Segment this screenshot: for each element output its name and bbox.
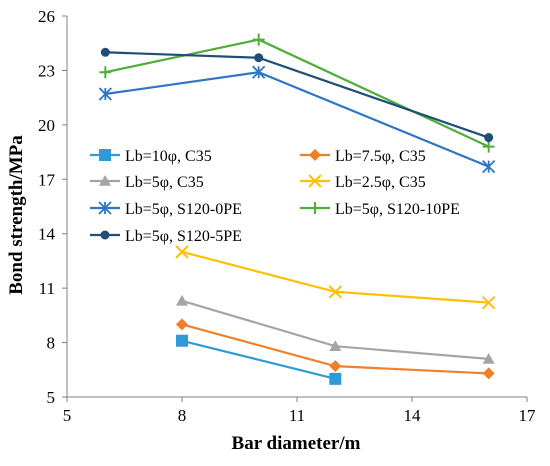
data-point (482, 140, 495, 153)
y-tick-label: 20 (38, 116, 55, 135)
data-point (175, 245, 189, 259)
legend-label: Lb=7.5φ, C35 (335, 148, 426, 165)
data-point (176, 294, 188, 306)
series-line (181, 250, 489, 304)
series-2 (176, 318, 495, 380)
y-tick-label: 23 (38, 61, 55, 80)
series-3 (176, 294, 495, 364)
y-tick-label: 26 (38, 7, 55, 26)
data-point (254, 53, 264, 63)
data-point (329, 372, 342, 385)
series-layer (98, 33, 496, 385)
legend-marker (308, 174, 322, 188)
legend-marker (98, 201, 112, 215)
y-tick-label: 17 (38, 170, 56, 189)
legend-entry-1: Lb=10φ, C35 (90, 148, 212, 165)
legend-label: Lb=10φ, C35 (125, 148, 212, 165)
data-point (481, 295, 496, 310)
legend-marker (99, 175, 111, 186)
legend-entry-7: Lb=5φ, S120-5PE (90, 228, 242, 245)
y-axis-title: Bond strength/MPa (6, 135, 27, 295)
legend: Lb=10φ, C35 Lb=7.5φ, C35 Lb=5φ, C35 Lb=2.5φ… (90, 148, 460, 245)
x-tick-label: 17 (519, 406, 537, 425)
data-point (484, 133, 494, 143)
data-point (100, 47, 110, 57)
legend-marker (99, 149, 111, 161)
legend-entry-3: Lb=5φ, C35 (90, 174, 204, 191)
data-point (252, 65, 266, 79)
legend-marker (100, 230, 110, 240)
y-tick-label: 5 (47, 388, 56, 407)
legend-entry-5: Lb=5φ, S120-0PE (90, 201, 242, 218)
legend-label: Lb=5φ, S120-5PE (125, 228, 242, 245)
legend-entry-2: Lb=7.5φ, C35 (300, 148, 426, 165)
data-point (328, 285, 343, 299)
legend-entry-4: Lb=2.5φ, C35 (300, 174, 426, 191)
data-point (252, 33, 265, 46)
data-point (176, 318, 188, 331)
legend-label: Lb=2.5φ, C35 (335, 174, 426, 191)
y-tick-label: 8 (47, 334, 56, 353)
series-4 (175, 245, 496, 310)
data-point (329, 360, 342, 373)
x-axis-title: Bar diameter/m (232, 433, 361, 454)
series-line (105, 51, 490, 139)
y-tick-label: 14 (38, 225, 56, 244)
series-line (105, 38, 490, 148)
x-tick-label: 11 (289, 406, 305, 425)
legend-label: Lb=5φ, C35 (125, 174, 204, 191)
legend-label: Lb=5φ, S120-10PE (335, 201, 460, 218)
series-6 (99, 33, 495, 153)
legend-label: Lb=5φ, S120-0PE (125, 201, 242, 218)
tick-labels: 5 8 11 14 17 5 8 11 14 17 20 23 26 (38, 7, 536, 425)
data-point (329, 340, 342, 351)
data-point (482, 352, 495, 364)
series-7 (100, 47, 494, 143)
data-point (98, 87, 112, 101)
x-tick-label: 5 (63, 406, 72, 425)
legend-marker (309, 202, 321, 214)
legend-marker (309, 149, 321, 161)
legend-entry-6: Lb=5φ, S120-10PE (300, 201, 460, 218)
series-line (181, 339, 336, 380)
y-tick-label: 11 (39, 279, 55, 298)
data-point (99, 66, 112, 79)
data-point (482, 367, 495, 380)
x-tick-label: 8 (178, 406, 187, 425)
series-5 (98, 65, 496, 174)
data-point (176, 334, 188, 347)
x-tick-label: 14 (404, 406, 422, 425)
data-point (482, 159, 496, 174)
series-1 (176, 334, 342, 385)
